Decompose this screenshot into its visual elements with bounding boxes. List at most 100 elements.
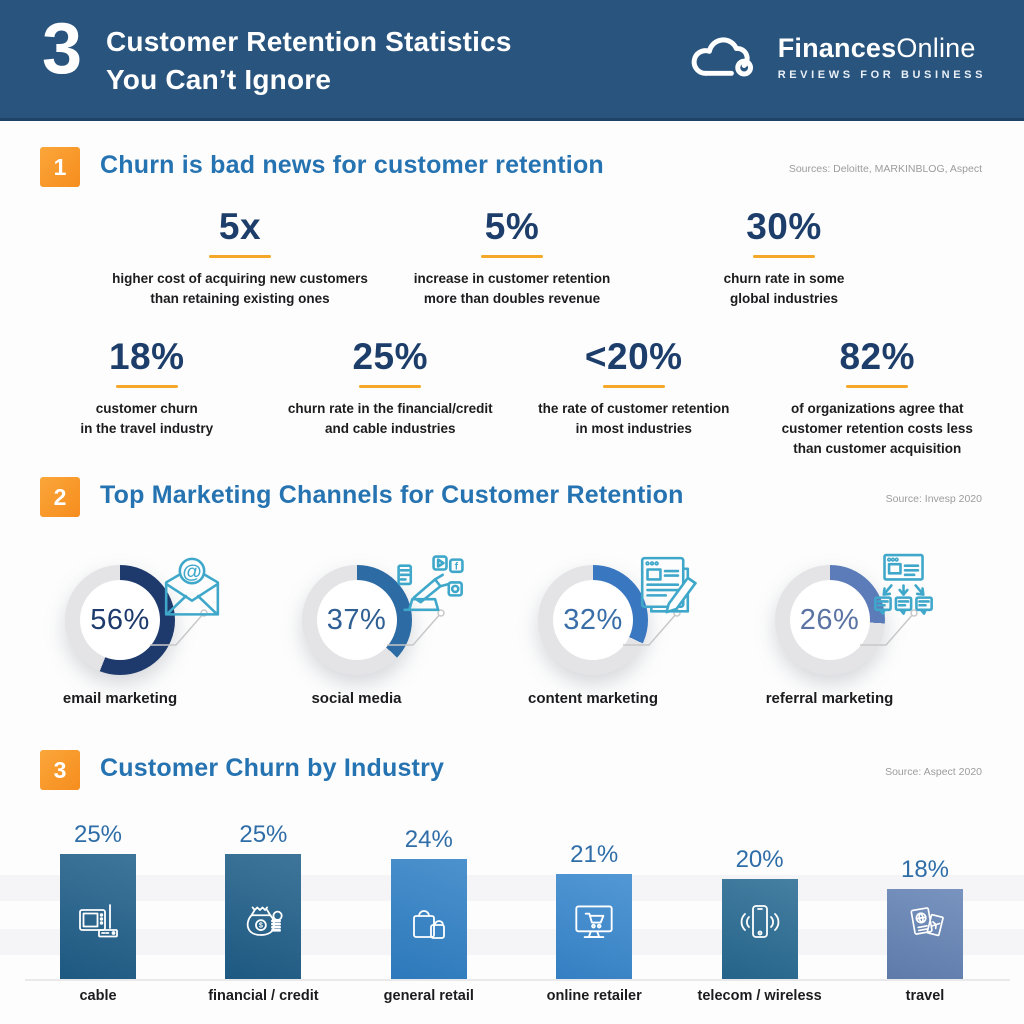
bar-value-label: 24% — [404, 826, 453, 853]
stat-description-line: than customer acquisition — [793, 441, 962, 456]
referral-diagram-icon — [864, 549, 940, 630]
bar — [556, 874, 633, 979]
stat-description-line: the rate of customer retention — [538, 401, 730, 416]
chart-baseline — [25, 979, 1010, 981]
stat-description-line: and cable industries — [324, 421, 456, 436]
stat-description-line: global industries — [729, 291, 838, 306]
donut-hole: 37% — [316, 580, 397, 660]
content-writing-icon — [627, 549, 703, 630]
smartphone-icon — [735, 898, 785, 979]
stat-value: 18% — [108, 336, 185, 377]
stat-underline — [846, 385, 909, 388]
brand-name: FinancesOnline — [778, 33, 986, 64]
header-count: 3 — [42, 9, 83, 89]
donut-hole: 26% — [789, 580, 870, 660]
stat-description-line: in most industries — [575, 421, 692, 436]
stat-description: higher cost of acquiring new customers th… — [104, 269, 376, 309]
channel-item: 26% referral marketing — [712, 553, 949, 722]
stat-item: 18% customer churn in the travel industry — [25, 336, 269, 459]
donut-chart: 26% — [774, 565, 885, 675]
channel-label: referral marketing — [765, 690, 894, 707]
stat-description: of organizations agree that customer rete… — [756, 399, 1000, 459]
section-3-source: Source: Aspect 2020 — [885, 766, 982, 778]
channel-item: 56% @ email marketing — [2, 557, 239, 722]
stat-description-line: of organizations agree that — [790, 401, 964, 416]
section-1-source: Sources: Deloitte, MARKINBLOG, Aspect — [788, 163, 982, 175]
bar: $ $ — [225, 854, 302, 979]
brand-name-bold: Finances — [777, 33, 897, 63]
bar-value-label: 25% — [239, 821, 288, 848]
bar-category-label: telecom / wireless — [697, 988, 822, 1004]
stat-item: 5% increase in customer retention more tha… — [376, 206, 648, 309]
stat-description: customer churn in the travel industry — [25, 399, 269, 439]
bar-category-label: cable — [79, 988, 117, 1004]
brand-name-regular: Online — [896, 33, 976, 63]
travel-documents-icon — [899, 896, 951, 979]
donut-percent-label: 56% — [90, 603, 150, 636]
stat-description: churn rate in the financial/credit and ca… — [269, 399, 513, 439]
stats-row-2: 18% customer churn in the travel industry 2… — [25, 336, 999, 459]
channel-label: content marketing — [527, 690, 659, 707]
section-2-badge: 2 — [40, 477, 80, 517]
stat-description-line: than retaining existing ones — [150, 291, 330, 306]
stat-item: 30% churn rate in some global industries — [648, 206, 920, 309]
svg-text:@: @ — [182, 561, 201, 583]
page-title-line2: You Can’t Ignore — [106, 64, 332, 95]
connector-line — [858, 603, 922, 654]
stat-underline — [209, 255, 271, 258]
bar-category-label: travel — [905, 988, 945, 1004]
svg-text:$: $ — [276, 914, 280, 920]
brand-logo: FinancesOnline REVIEWS FOR BUSINESS — [686, 28, 986, 86]
marketing-channels-donut-row: 56% @ email marketing 37% f social media 32% co… — [2, 553, 949, 722]
donut-percent-label: 26% — [799, 603, 860, 636]
chart-grid-band — [0, 875, 1024, 901]
bar — [887, 889, 963, 979]
donut-chart: 32% — [538, 565, 648, 675]
section-1-header: 1 Churn is bad news for customer retenti… — [0, 147, 1024, 191]
stat-item: <20% the rate of customer retention in mos… — [512, 336, 756, 459]
channel-item: 32% content marketing — [475, 556, 712, 722]
stat-description-line: increase in customer retention — [413, 271, 611, 286]
brand-text: FinancesOnline REVIEWS FOR BUSINESS — [778, 33, 986, 81]
social-media-icon: f — [391, 549, 467, 630]
svg-text:$: $ — [259, 921, 263, 930]
bar-category-label: online retailer — [546, 988, 642, 1004]
online-store-icon — [568, 896, 620, 979]
donut-hole: 56% — [80, 580, 160, 660]
stat-description-line: in the travel industry — [80, 421, 214, 436]
brand-tagline: REVIEWS FOR BUSINESS — [777, 69, 986, 81]
bar — [721, 879, 798, 979]
connector-line — [385, 603, 449, 654]
stat-underline — [753, 255, 815, 258]
stat-value: 82% — [839, 336, 916, 377]
email-envelope-icon: @ — [154, 549, 230, 630]
tv-router-icon — [73, 898, 123, 979]
donut-percent-label: 32% — [563, 603, 623, 636]
bar — [60, 854, 136, 979]
donut-hole: 32% — [553, 580, 633, 660]
stat-value: 5% — [484, 206, 540, 247]
stat-description-line: customer churn — [95, 401, 198, 416]
section-2-header: 2 Top Marketing Channels for Customer Re… — [0, 477, 1024, 521]
stat-description-line: more than doubles revenue — [423, 291, 601, 306]
stat-description-line: customer retention costs less — [781, 421, 973, 436]
stat-description: increase in customer retention more than … — [376, 269, 648, 309]
stat-description-line: churn rate in some — [723, 271, 845, 286]
stat-description-line: churn rate in the financial/credit — [287, 401, 493, 416]
stat-underline — [481, 255, 543, 258]
stat-value: 5x — [218, 206, 262, 247]
stats-row-1: 5x higher cost of acquiring new customers… — [104, 206, 920, 309]
bar-value-label: 21% — [570, 841, 619, 868]
svg-text:f: f — [454, 562, 458, 573]
section-3-heading: Customer Churn by Industry — [100, 754, 445, 782]
channel-label: email marketing — [62, 690, 178, 707]
bar-category-label: financial / credit — [208, 988, 319, 1004]
stat-value: <20% — [584, 336, 683, 377]
stat-value: 25% — [352, 336, 429, 377]
donut-chart: 37% — [301, 565, 412, 675]
section-1-heading: Churn is bad news for customer retention — [100, 151, 604, 179]
chart-grid-band — [0, 929, 1024, 955]
bar-category-label: general retail — [383, 988, 474, 1004]
section-3-header: 3 Customer Churn by Industry Source: Asp… — [0, 750, 1024, 794]
